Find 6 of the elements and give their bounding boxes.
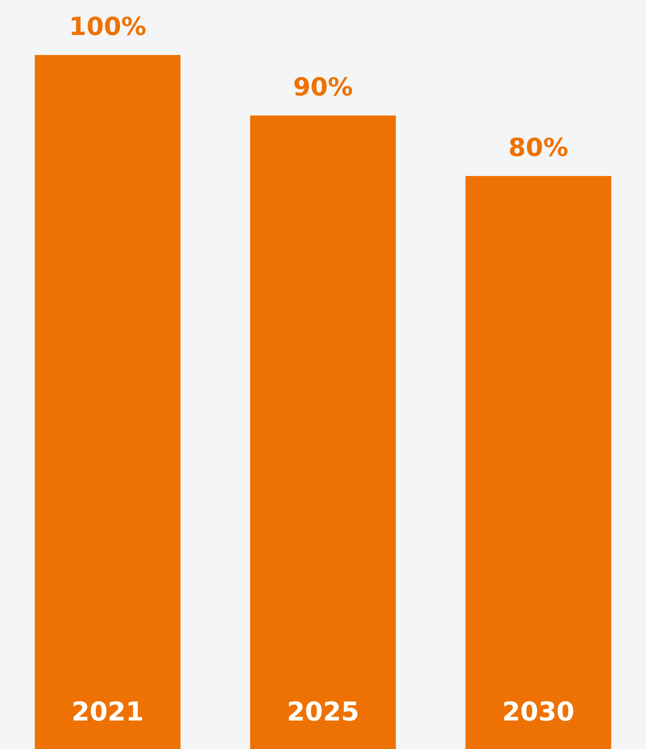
data-label: 80% xyxy=(508,133,568,162)
x-tick-label: 2025 xyxy=(286,697,360,728)
x-tick-label: 2030 xyxy=(502,697,575,728)
data-label: 100% xyxy=(69,12,146,41)
data-label: 90% xyxy=(293,72,353,102)
x-tick-label: 2021 xyxy=(71,697,144,728)
